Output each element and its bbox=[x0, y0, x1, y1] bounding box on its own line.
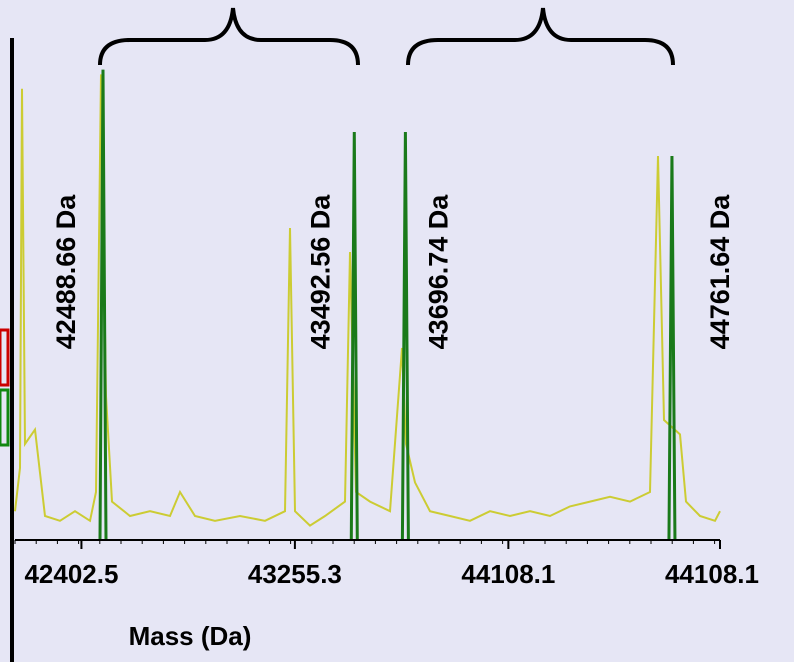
marker-red bbox=[0, 328, 10, 387]
x-tick-label: 44108.1 bbox=[461, 559, 555, 589]
brace bbox=[406, 7, 675, 66]
brace bbox=[98, 7, 360, 66]
peak-stick bbox=[98, 69, 108, 541]
peak-stick bbox=[667, 155, 677, 541]
marker-green bbox=[0, 388, 10, 447]
trace-line bbox=[14, 74, 721, 527]
peak-label: 44761.64 Da bbox=[705, 194, 735, 350]
x-tick-label: 43255.3 bbox=[248, 559, 342, 589]
peak-label: 43696.74 Da bbox=[424, 194, 454, 350]
peak-label: 42488.66 Da bbox=[51, 194, 81, 350]
peak-label: 43492.56 Da bbox=[305, 194, 335, 350]
peak-stick bbox=[400, 131, 410, 541]
x-tick-label: 42402.5 bbox=[24, 559, 118, 589]
panel-border bbox=[10, 38, 14, 662]
peak-stick bbox=[349, 131, 359, 541]
x-axis-label: Mass (Da) bbox=[129, 621, 252, 651]
x-tick-label: 44108.1 bbox=[665, 559, 759, 589]
